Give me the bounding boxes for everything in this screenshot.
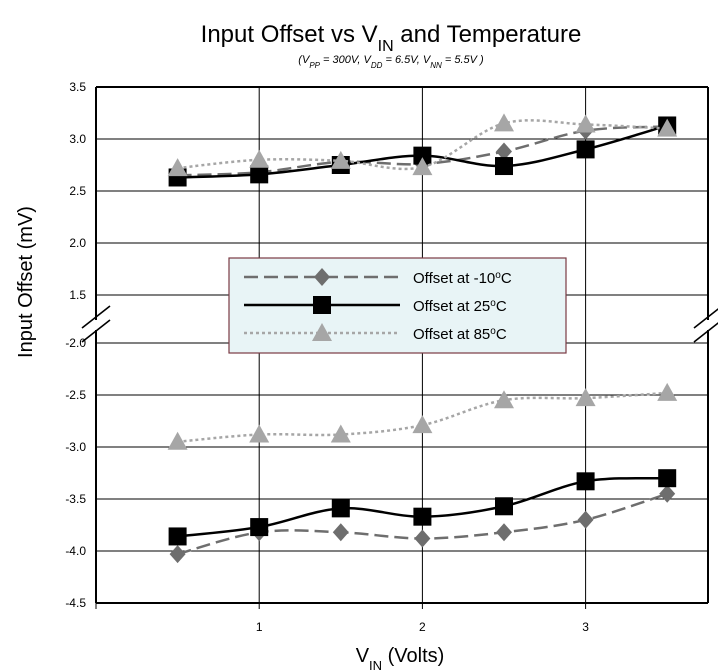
axis-break-mark <box>693 322 718 343</box>
x-axis-title-sub: IN <box>369 658 382 671</box>
axis-break-mark <box>81 319 111 343</box>
data-point <box>331 499 350 518</box>
data-point <box>169 545 186 564</box>
legend-label-text: Offset at 25 <box>413 298 490 315</box>
series-2 <box>167 113 678 450</box>
data-point <box>659 484 676 503</box>
data-point <box>575 114 596 133</box>
x-tick-label: 2 <box>419 620 426 634</box>
x-axis-title-suffix: (Volts) <box>382 645 444 667</box>
subtitle-rest-1: = 6.5V, <box>382 54 422 66</box>
y-tick-label: -2.5 <box>65 388 86 402</box>
y-tick-label: -3.0 <box>65 440 86 454</box>
y-axis-title: Input Offset (mV) <box>15 206 37 358</box>
chart-title-main: Input Offset vs V <box>201 21 378 48</box>
subtitle-rest-2: = 5.5V ) <box>442 54 484 66</box>
data-point <box>577 510 594 529</box>
y-tick-label: 2.5 <box>69 184 86 198</box>
y-tick-label: 3.5 <box>69 80 86 94</box>
legend-swatch-marker <box>312 323 332 341</box>
legend-swatch-marker <box>314 268 330 286</box>
legend-label-unit: C <box>496 298 507 315</box>
axis-break-mark <box>693 308 718 329</box>
legend-label-text: Offset at 85 <box>413 326 490 343</box>
subtitle-sub-1: DD <box>371 61 383 70</box>
chart-title-sub: IN <box>378 38 394 55</box>
data-point <box>330 424 351 443</box>
y-tick-label: -3.5 <box>65 492 86 506</box>
data-point <box>576 140 595 159</box>
data-point <box>413 146 432 165</box>
tick-labels: 3.5 3.0 2.5 2.0 1.5 -2.0 -2.5 -3.0 -3.5 -4.0 -4.5 1… <box>15 80 589 671</box>
y-tick-label: -4.5 <box>65 596 86 610</box>
data-point <box>249 424 270 443</box>
data-point <box>495 497 513 516</box>
subtitle-sub-0: PP <box>309 61 320 70</box>
data-point <box>494 390 514 409</box>
legend-label: Offset at 85oC <box>413 326 507 344</box>
chart-title-suffix: and Temperature <box>394 21 582 48</box>
legend-swatch-marker <box>313 296 331 314</box>
data-point <box>250 518 269 537</box>
axis-break-mark <box>81 305 111 329</box>
data-point <box>167 431 188 450</box>
data-point <box>575 388 596 407</box>
series-1 <box>168 116 677 546</box>
axes <box>81 86 718 609</box>
legend-label-degree: o <box>490 326 496 337</box>
x-tick-label: 3 <box>582 620 589 634</box>
legend-label-unit: C <box>501 270 512 287</box>
data-point <box>249 149 270 168</box>
data-point <box>495 157 513 176</box>
legend-label-text: Offset at -10 <box>413 270 495 287</box>
data-point <box>657 118 678 137</box>
y-tick-label: 3.0 <box>69 132 86 146</box>
chart-title-group: Input Offset vs VIN and Temperature(VPP … <box>201 21 582 70</box>
data-point <box>576 472 595 491</box>
data-point <box>250 165 269 184</box>
legend-label: Offset at 25oC <box>413 298 507 316</box>
data-point <box>496 142 512 161</box>
y-tick-label: -4.0 <box>65 544 86 558</box>
data-point <box>332 523 349 542</box>
chart-subtitle: (VPP = 300V, VDD = 6.5V, VNN = 5.5V ) <box>298 54 484 70</box>
y-tick-label: 2.0 <box>69 236 86 250</box>
subtitle-var-2: V <box>423 54 432 66</box>
y-tick-label: 1.5 <box>69 288 86 302</box>
x-tick-label: 1 <box>256 620 263 634</box>
x-axis-title: VIN (Volts) <box>356 645 445 671</box>
subtitle-var-0: V <box>302 54 311 66</box>
chart-title: Input Offset vs VIN and Temperature <box>201 21 582 55</box>
data-point <box>494 113 514 132</box>
subtitle-var-1: V <box>364 54 373 66</box>
y-tick-label: -2.0 <box>65 336 86 350</box>
data-point <box>657 382 678 401</box>
data-point <box>413 507 432 526</box>
subtitle-sub-2: NN <box>430 61 442 70</box>
data-point <box>496 523 512 542</box>
x-axis-title-main: V <box>356 645 370 667</box>
subtitle-rest-0: = 300V, <box>320 54 364 66</box>
data-point <box>412 157 433 176</box>
data-point <box>167 158 188 177</box>
data-point <box>658 469 677 488</box>
legend-label-degree: o <box>490 298 496 309</box>
data-point <box>168 527 187 546</box>
series-group <box>167 113 678 564</box>
data-point <box>414 529 431 548</box>
data-point <box>412 415 433 434</box>
legend-label-unit: C <box>496 326 507 343</box>
data-point <box>330 150 351 169</box>
subtitle-prefix: ( <box>298 54 303 66</box>
legend-label: Offset at -10oC <box>413 270 512 288</box>
legend-label-degree: o <box>495 270 501 281</box>
